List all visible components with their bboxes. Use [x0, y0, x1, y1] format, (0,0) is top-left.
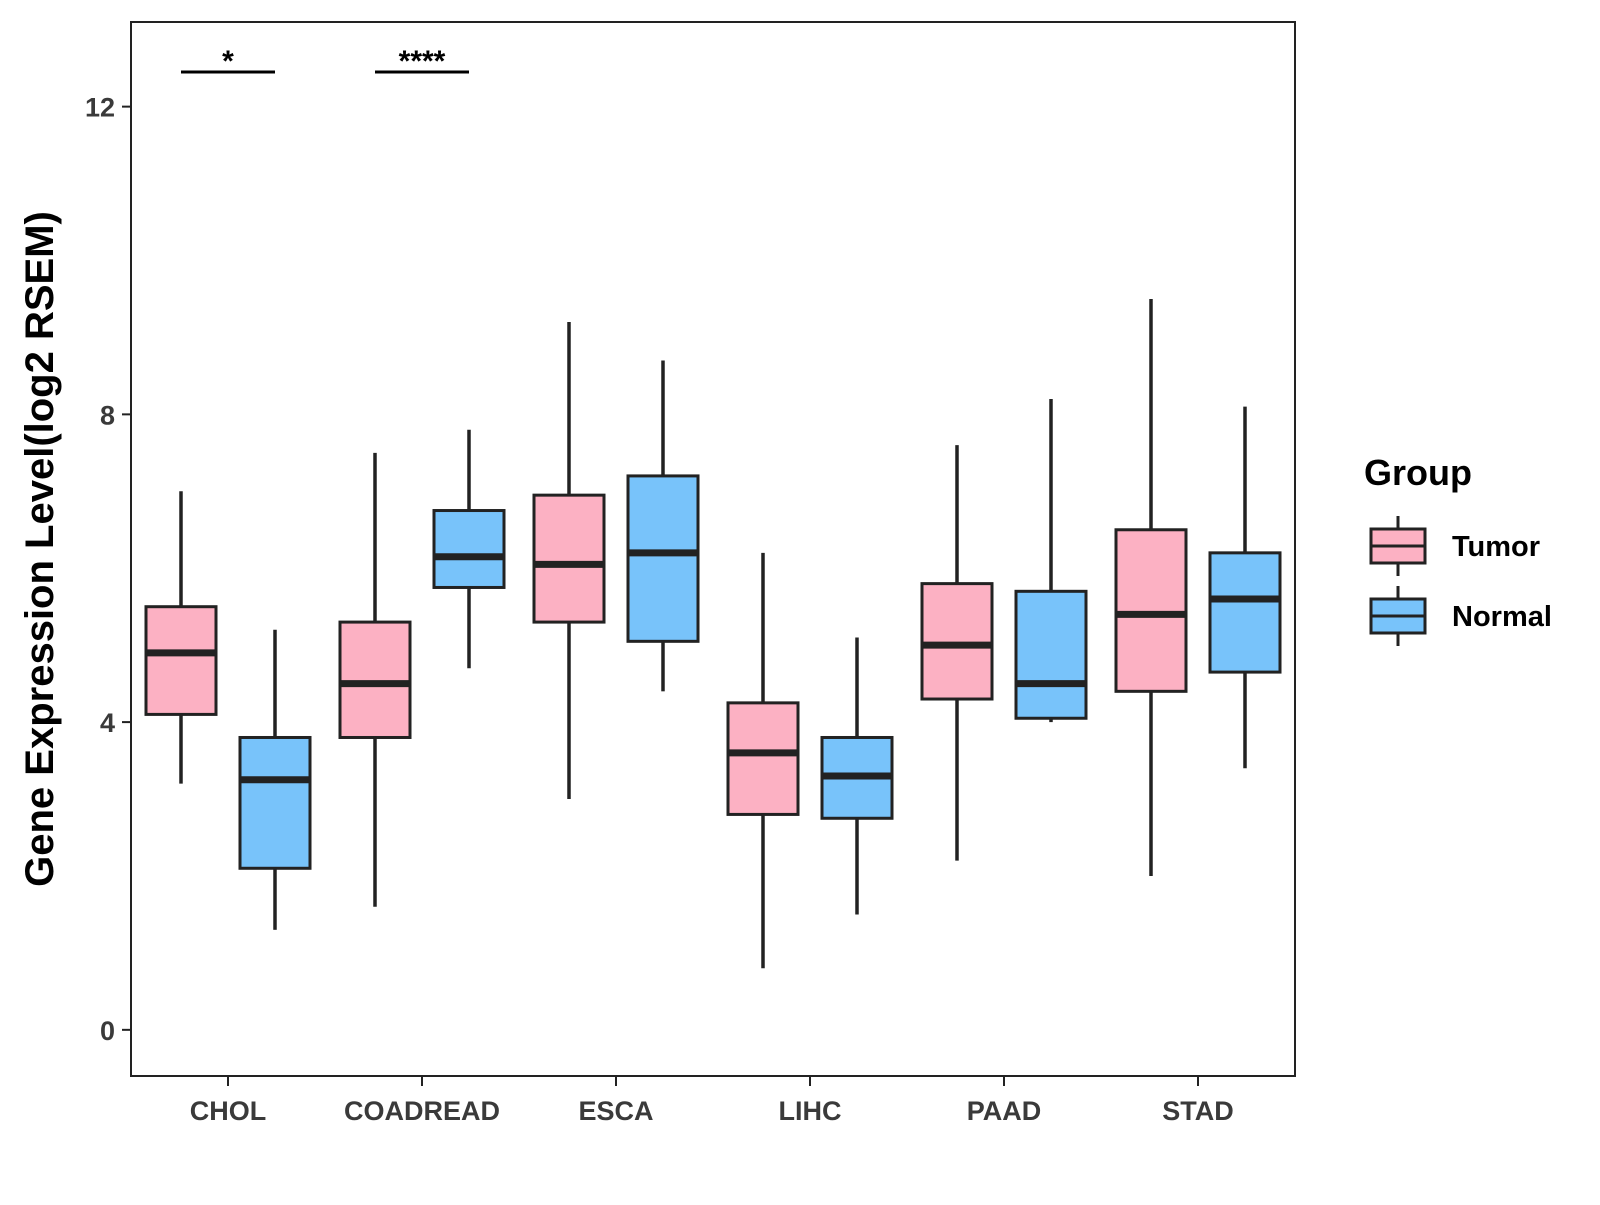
significance-label: ****	[399, 45, 446, 78]
box-tumor-esca	[532, 322, 606, 800]
boxes-layer	[144, 298, 1282, 969]
box-tumor-lihc	[726, 552, 800, 969]
box-iqr	[238, 735, 312, 870]
box-iqr	[1014, 589, 1088, 720]
legend-entry-normal: Normal	[1369, 586, 1552, 646]
x-axis: CHOL COADREAD ESCA LIHC PAAD STAD	[190, 1076, 1234, 1126]
y-tick-label: 0	[100, 1016, 115, 1046]
box-iqr	[920, 582, 994, 701]
x-tick-label: ESCA	[578, 1096, 653, 1126]
y-axis-title: Gene Expression Level(log2 RSEM)	[18, 211, 62, 887]
box-normal-esca	[626, 360, 700, 692]
plot-panel	[130, 21, 1296, 1077]
x-tick-label: CHOL	[190, 1096, 267, 1126]
box-iqr	[338, 620, 412, 739]
legend-label: Tumor	[1452, 531, 1540, 563]
box-iqr	[726, 701, 800, 816]
legend-entries: Tumor Normal	[1369, 516, 1552, 646]
legend-title: Group	[1364, 452, 1472, 493]
box-normal-chol	[238, 629, 312, 930]
y-tick-label: 8	[100, 400, 115, 430]
legend-entry-tumor: Tumor	[1369, 516, 1540, 576]
box-tumor-chol	[144, 491, 218, 784]
box-normal-coadread	[432, 429, 506, 669]
box-iqr	[532, 493, 606, 624]
significance-coadread: ****	[375, 45, 469, 78]
box-normal-paad	[1014, 398, 1088, 723]
box-normal-lihc	[820, 637, 894, 915]
significance-label: *	[222, 45, 234, 78]
box-iqr	[1114, 528, 1188, 693]
legend-label: Normal	[1452, 601, 1552, 633]
box-tumor-paad	[920, 445, 994, 861]
box-tumor-stad	[1114, 298, 1188, 876]
box-iqr	[144, 605, 218, 716]
x-tick-label: COADREAD	[344, 1096, 500, 1126]
box-iqr	[432, 509, 506, 589]
legend: Group Tumor Normal	[1364, 452, 1552, 646]
y-tick-label: 4	[100, 708, 115, 738]
y-tick-label: 12	[85, 93, 115, 123]
x-tick-label: LIHC	[779, 1096, 842, 1126]
y-axis: 0 4 8 12	[85, 93, 131, 1046]
significance-chol: *	[181, 45, 275, 78]
box-iqr	[626, 474, 700, 643]
annotations-layer: * ****	[181, 45, 469, 78]
box-tumor-coadread	[338, 452, 412, 907]
box-iqr	[1208, 551, 1282, 674]
box-normal-stad	[1208, 406, 1282, 769]
x-tick-label: STAD	[1162, 1096, 1234, 1126]
x-tick-label: PAAD	[967, 1096, 1042, 1126]
